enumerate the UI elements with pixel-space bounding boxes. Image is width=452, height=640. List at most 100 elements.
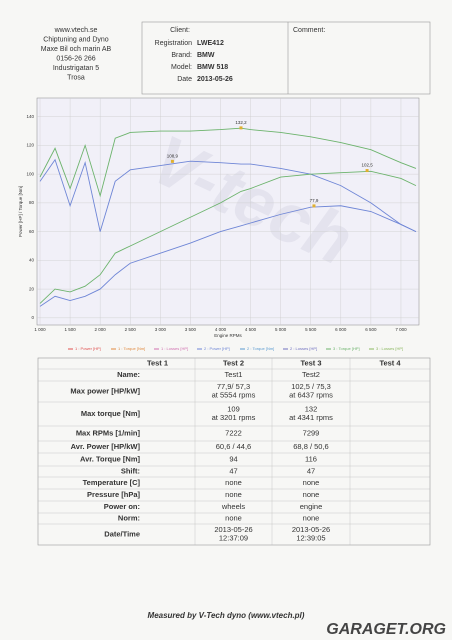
x-tick-label: 2 000 bbox=[95, 327, 107, 332]
cell-text: Test1 bbox=[225, 370, 243, 379]
x-tick-label: 3 500 bbox=[185, 327, 197, 332]
row-label: Shift: bbox=[121, 466, 140, 475]
x-tick-label: 4 000 bbox=[215, 327, 227, 332]
cell-text: 116 bbox=[305, 454, 317, 463]
cell-text: 60,6 / 44,6 bbox=[216, 442, 251, 451]
cell-text: at 3201 rpms bbox=[212, 413, 256, 422]
y-axis-label: Power [HP] / Torque [Nm] bbox=[18, 186, 23, 237]
cell-text: 7222 bbox=[225, 428, 242, 437]
company-line: Maxe Bil och marin AB bbox=[41, 46, 112, 53]
y-tick-label: 140 bbox=[26, 114, 34, 119]
x-tick-label: 1 500 bbox=[64, 327, 76, 332]
x-tick-label: 6 500 bbox=[365, 327, 377, 332]
company-line: Industrigatan 5 bbox=[53, 65, 99, 72]
x-tick-label: 6 000 bbox=[335, 327, 347, 332]
plot-area bbox=[36, 97, 420, 326]
legend-label: 1 : Torque [Nm] bbox=[118, 346, 145, 351]
footer: Measured by V-Tech dyno (www.vtech.pl) bbox=[148, 611, 305, 620]
info-box bbox=[141, 21, 431, 95]
legend-label: 3 : Torque [HP] bbox=[333, 346, 360, 351]
column-header: Test 1 bbox=[147, 358, 168, 367]
cell-text: none bbox=[225, 490, 242, 499]
legend-label: 1 : Losses [HP] bbox=[161, 346, 188, 351]
cell-text: at 6437 rpms bbox=[289, 391, 333, 400]
field-value: 2013-05-26 bbox=[197, 76, 233, 83]
cell-text: 77,9/ 57,3 bbox=[217, 382, 250, 391]
y-tick-label: 100 bbox=[26, 171, 34, 176]
cell-text: at 4341 rpms bbox=[289, 413, 333, 422]
cell-text: 132 bbox=[305, 405, 318, 414]
series-line bbox=[39, 158, 417, 233]
y-tick-label: 120 bbox=[26, 143, 34, 148]
cell-text: 12:39:05 bbox=[296, 534, 325, 543]
column-header: Test 2 bbox=[223, 358, 244, 367]
client-label: Client: bbox=[170, 27, 190, 34]
x-tick-label: 5 500 bbox=[305, 327, 317, 332]
annotation-marker bbox=[312, 204, 316, 208]
row-label: Norm: bbox=[118, 513, 140, 522]
field-label: Model: bbox=[171, 64, 192, 71]
cell-text: none bbox=[225, 478, 242, 487]
legend-label: 2 : Torque [Nm] bbox=[247, 346, 274, 351]
cell-text: 68,8 / 50,6 bbox=[293, 442, 328, 451]
row-label: Max torque [Nm] bbox=[81, 409, 141, 418]
cell-text: none bbox=[225, 513, 242, 522]
x-tick-label: 5 000 bbox=[275, 327, 287, 332]
cell-text: engine bbox=[300, 502, 323, 511]
cell-text: 102,5 / 75,3 bbox=[291, 382, 331, 391]
annotation-marker bbox=[239, 126, 243, 130]
row-label: Avr. Power [HP/kW] bbox=[71, 442, 141, 451]
row-label: Max power [HP/kW] bbox=[70, 386, 140, 395]
row-label: Temperature [C] bbox=[83, 478, 141, 487]
field-label: Brand: bbox=[171, 52, 192, 59]
legend-label: 3 : Losses [HP] bbox=[376, 346, 403, 351]
series-line bbox=[39, 170, 417, 304]
row-label: Date/Time bbox=[104, 529, 140, 538]
annotation-marker bbox=[170, 159, 174, 163]
y-tick-label: 20 bbox=[29, 286, 35, 291]
cell-text: none bbox=[303, 478, 320, 487]
company-line: 0156-26 266 bbox=[56, 55, 95, 62]
legend-label: 2 : Power [HP] bbox=[204, 346, 230, 351]
x-tick-label: 2 500 bbox=[125, 327, 137, 332]
cell-text: 2013-05-26 bbox=[214, 525, 252, 534]
x-tick-label: 3 000 bbox=[155, 327, 167, 332]
site-logo: GARAGET.ORG bbox=[326, 621, 446, 638]
cell-text: 47 bbox=[307, 466, 315, 475]
cell-text: 12:37:09 bbox=[219, 534, 248, 543]
cell-text: 94 bbox=[229, 454, 237, 463]
annotation-label: 102,5 bbox=[361, 163, 373, 168]
series-line bbox=[39, 205, 417, 307]
y-tick-label: 40 bbox=[29, 258, 35, 263]
field-value: LWE412 bbox=[197, 40, 224, 47]
cell-text: 47 bbox=[229, 466, 237, 475]
comment-label: Comment: bbox=[293, 27, 325, 34]
field-value: BMW 518 bbox=[197, 64, 228, 71]
x-tick-label: 7 000 bbox=[395, 327, 407, 332]
cell-text: 2013-05-26 bbox=[292, 525, 330, 534]
cell-text: at 5554 rpms bbox=[212, 391, 256, 400]
company-line: Trosa bbox=[67, 74, 85, 81]
cell-text: 109 bbox=[227, 405, 240, 414]
cell-text: none bbox=[303, 513, 320, 522]
content: www.vtech.se Chiptuning and Dyno Maxe Bil … bbox=[18, 27, 431, 546]
column-header: Test 4 bbox=[379, 358, 401, 367]
y-tick-label: 80 bbox=[29, 200, 35, 205]
cell-text: none bbox=[303, 490, 320, 499]
field-label: Date bbox=[177, 76, 192, 83]
x-axis-label: Engine RPMs bbox=[214, 333, 242, 338]
series-line bbox=[39, 127, 417, 198]
cell-text: 7299 bbox=[303, 428, 320, 437]
company-line: Chiptuning and Dyno bbox=[43, 36, 108, 43]
row-label: Pressure [hPa] bbox=[87, 490, 140, 499]
column-header: Test 3 bbox=[300, 358, 321, 367]
annotation-label: 132,2 bbox=[235, 120, 247, 125]
table-border bbox=[37, 357, 431, 546]
company-line: www.vtech.se bbox=[54, 27, 98, 34]
annotation-marker bbox=[365, 169, 369, 173]
x-tick-label: 4 500 bbox=[245, 327, 257, 332]
x-tick-label: 1 000 bbox=[34, 327, 46, 332]
legend-label: 1 : Power [HP] bbox=[75, 346, 101, 351]
annotation-label: 108,9 bbox=[167, 154, 179, 159]
